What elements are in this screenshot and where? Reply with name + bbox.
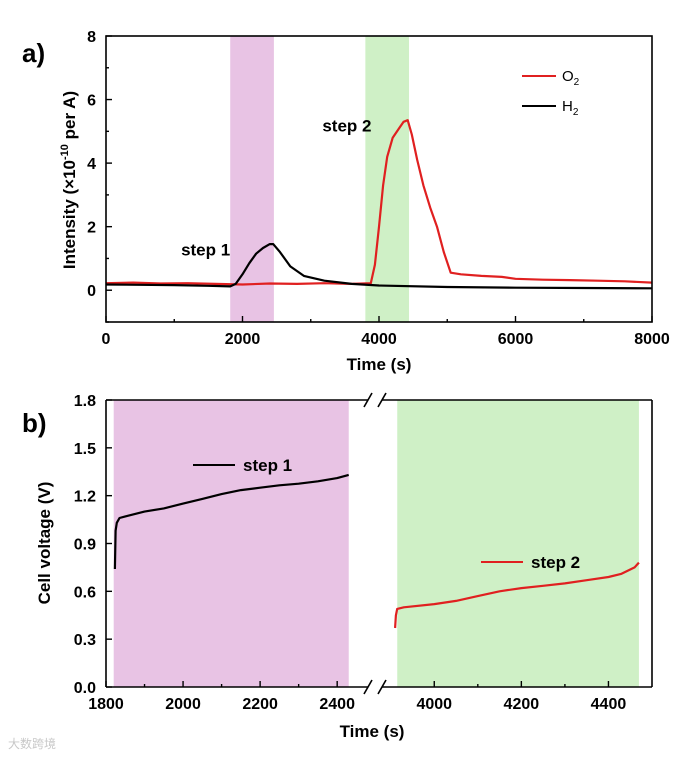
panel-a-legend: O2 H2 bbox=[522, 68, 580, 118]
x-tick-label: 4000 bbox=[361, 331, 397, 348]
panel-a-series-lines bbox=[105, 119, 653, 290]
panel-a-x-axis-title: Time (s) bbox=[347, 355, 412, 374]
y-title-exponent: -10 bbox=[59, 144, 71, 160]
y-tick-label: 8 bbox=[87, 29, 96, 46]
series-line-o2 bbox=[105, 119, 653, 286]
panel-b-label: b) bbox=[22, 408, 47, 438]
voltage-line-step-2 bbox=[394, 561, 640, 629]
panel-b-y-axis-title: Cell voltage (V) bbox=[35, 482, 54, 605]
legend-step-1-label: step 1 bbox=[243, 456, 292, 475]
panel-b-shaded-regions bbox=[113, 400, 639, 687]
voltage-shaded-region-2 bbox=[397, 400, 639, 687]
y-tick-label: 1.5 bbox=[74, 441, 96, 458]
panel-b-legend-step-1: step 1 bbox=[193, 456, 292, 475]
panel-a-shaded-regions bbox=[230, 36, 410, 322]
panel-a-label: a) bbox=[22, 38, 45, 68]
y-tick-label: 0.3 bbox=[74, 632, 96, 649]
y-tick-label: 1.8 bbox=[74, 393, 96, 410]
series-line-h2 bbox=[105, 243, 653, 290]
x-tick-label: 2200 bbox=[242, 696, 278, 713]
x-tick-label: 6000 bbox=[498, 331, 534, 348]
panel-a-y-ticks: 0 2 4 6 8 bbox=[87, 29, 112, 323]
axis-break-mark-top-1 bbox=[363, 392, 373, 408]
axis-break-mark-bottom-1 bbox=[363, 679, 373, 695]
x-tick-label: 2000 bbox=[165, 696, 201, 713]
y-tick-label: 1.2 bbox=[74, 489, 96, 506]
panel-b-x-ticks: 1800 2000 2200 2400 4000 4200 4400 bbox=[88, 681, 626, 713]
legend-h2-name: H bbox=[562, 98, 573, 115]
legend-step-2-label: step 2 bbox=[531, 553, 580, 572]
x-tick-label: 0 bbox=[102, 331, 111, 348]
x-tick-label: 4200 bbox=[504, 696, 540, 713]
y-tick-label: 0.9 bbox=[74, 537, 96, 554]
panel-a-x-ticks: 0 2000 4000 6000 8000 bbox=[102, 316, 670, 348]
legend-o2-name: O bbox=[562, 68, 574, 85]
y-tick-label: 6 bbox=[87, 93, 96, 110]
annotation-step-2: step 2 bbox=[322, 116, 371, 135]
voltage-line-step-1 bbox=[113, 473, 349, 570]
y-tick-label: 0 bbox=[87, 283, 96, 300]
axis-break-mark-top-2 bbox=[377, 392, 387, 408]
watermark-text: 大数跨境 bbox=[8, 736, 56, 751]
panel-a-y-axis-title: Intensity (×10-10 per A) bbox=[59, 91, 79, 269]
panel-b-x-axis-title: Time (s) bbox=[340, 722, 405, 741]
y-tick-label: 2 bbox=[87, 220, 96, 237]
x-tick-label: 4400 bbox=[591, 696, 627, 713]
annotation-step-1: step 1 bbox=[181, 240, 230, 259]
x-tick-label: 2400 bbox=[319, 696, 355, 713]
panel-b-legend-step-2: step 2 bbox=[481, 553, 580, 572]
panel-b-y-ticks: 0.0 0.3 0.6 0.9 1.2 1.5 1.8 bbox=[74, 393, 112, 697]
legend-h2-label: H2 bbox=[562, 98, 579, 118]
y-tick-label: 0.0 bbox=[74, 680, 96, 697]
shaded-region-1 bbox=[230, 36, 274, 322]
y-title-prefix: Intensity (×10 bbox=[60, 160, 79, 269]
x-tick-label: 8000 bbox=[634, 331, 670, 348]
y-title-suffix: per A) bbox=[60, 91, 79, 144]
voltage-shaded-region-1 bbox=[113, 400, 349, 687]
y-tick-label: 4 bbox=[87, 156, 96, 173]
panel-b-series-lines bbox=[113, 473, 640, 629]
x-tick-label: 4000 bbox=[416, 696, 452, 713]
x-tick-label: 2000 bbox=[225, 331, 261, 348]
panel-a-chart: a) 0 2000 4000 6000 8000 0 2 4 6 8 Time (s) Inte… bbox=[22, 29, 670, 374]
axis-break-mark-bottom-2 bbox=[377, 679, 387, 695]
y-tick-label: 0.6 bbox=[74, 584, 96, 601]
x-tick-label: 1800 bbox=[88, 696, 124, 713]
legend-o2-subscript: 2 bbox=[574, 77, 580, 88]
panel-b-chart: b) 1800 2000 2200 2400 4000 4200 4400 0.00.30.… bbox=[22, 392, 653, 741]
legend-o2-label: O2 bbox=[562, 68, 580, 88]
legend-h2-subscript: 2 bbox=[573, 107, 579, 118]
